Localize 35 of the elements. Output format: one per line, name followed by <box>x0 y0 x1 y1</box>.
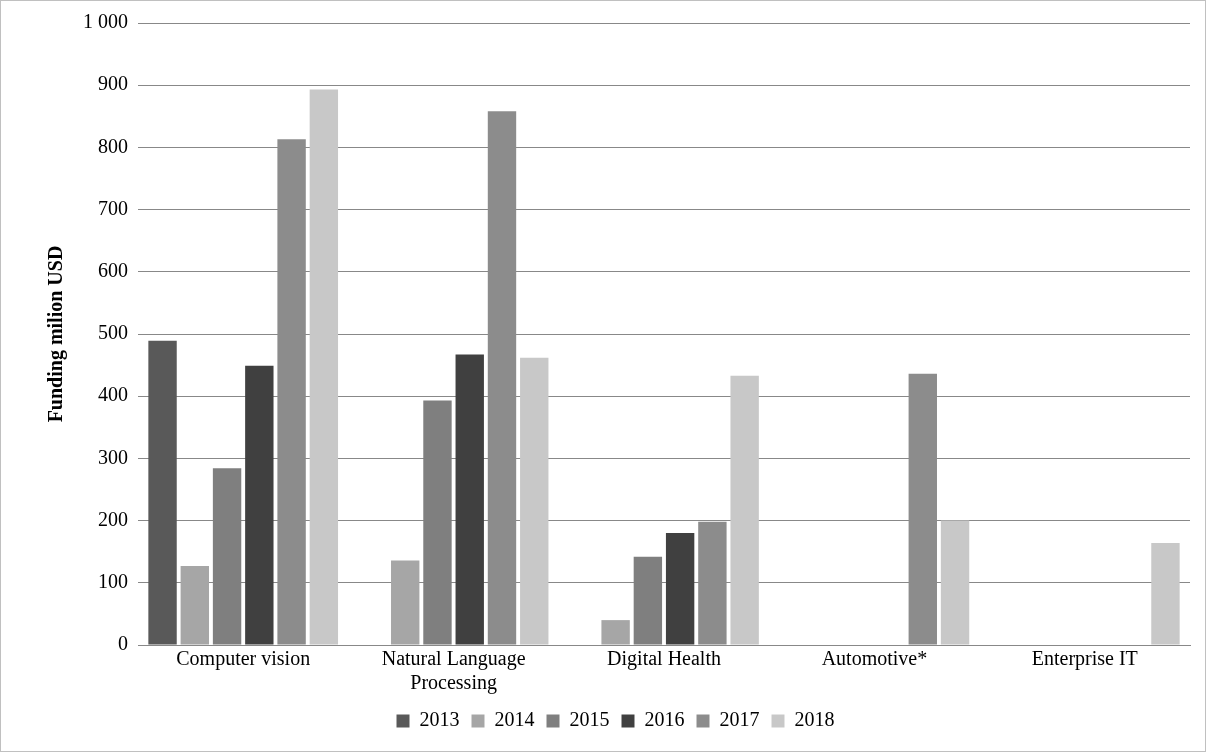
bar <box>665 533 695 645</box>
bar <box>245 365 274 645</box>
bar <box>730 375 759 645</box>
y-tick-label: 0 <box>118 632 128 655</box>
y-tick-label: 500 <box>98 321 128 344</box>
legend-label: 2016 <box>644 708 685 731</box>
x-tick-label: Automotive* <box>821 647 928 670</box>
y-tick-label: 300 <box>98 445 128 468</box>
y-tick-label: 600 <box>98 259 128 282</box>
y-tick-label: 900 <box>98 72 128 95</box>
bar <box>148 340 177 645</box>
legend-label: 2015 <box>569 708 610 731</box>
bar <box>309 89 339 645</box>
y-tick-label: 400 <box>98 383 128 406</box>
x-tick-label: Computer vision <box>176 647 311 671</box>
y-tick-label: 700 <box>98 196 128 219</box>
bar <box>391 560 420 645</box>
bar <box>520 357 549 645</box>
y-tick-label: 800 <box>98 134 128 157</box>
bar <box>940 520 970 645</box>
y-tick-label: 100 <box>98 570 128 593</box>
bar <box>601 620 630 645</box>
bar <box>1151 542 1180 645</box>
legend-label: 2013 <box>419 708 460 731</box>
y-axis-title: Funding milion USD <box>44 245 68 423</box>
legend-label: 2017 <box>719 708 760 731</box>
x-tick-label: Enterprise IT <box>1031 647 1138 671</box>
y-tick-label: 200 <box>98 507 128 530</box>
y-tick-label: 1 000 <box>83 10 128 33</box>
bar <box>180 566 209 645</box>
x-tick-label: Natural Language Processing <box>381 647 526 695</box>
bar <box>455 354 484 645</box>
x-tick-label: Digital Health <box>607 647 721 671</box>
legend-label: 2018 <box>794 708 835 731</box>
legend-label: 2014 <box>494 708 535 731</box>
